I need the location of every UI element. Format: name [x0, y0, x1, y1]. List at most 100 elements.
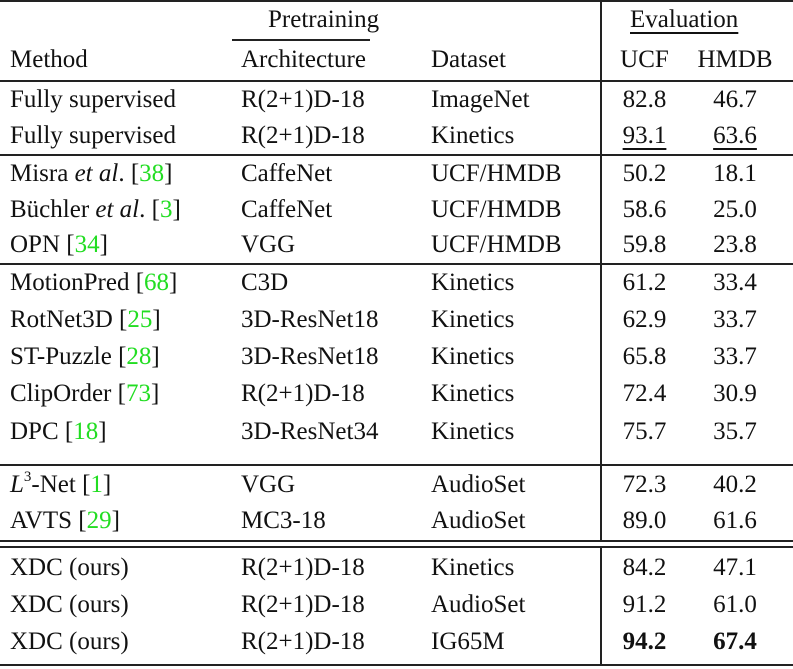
citation-link[interactable]: 34	[74, 231, 100, 258]
method-cell: XDC (ours)	[10, 628, 129, 655]
column-header-hmdb: HMDB	[697, 46, 773, 73]
citation-link[interactable]: 68	[144, 269, 170, 296]
table-row: XDC (ours) R(2+1)D-18 Kinetics 84.2 47.1	[0, 550, 793, 586]
dataset-cell: Kinetics	[431, 418, 515, 445]
dataset-cell: Kinetics	[431, 343, 515, 370]
group-rule-1	[0, 154, 793, 156]
table-row: Büchler et al. [3] CaffeNet UCF/HMDB 58.…	[0, 192, 793, 228]
citation-link[interactable]: 25	[127, 306, 153, 333]
pretraining-group-header: Pretraining	[268, 6, 380, 33]
column-header-row: Method Architecture Dataset UCF HMDB	[0, 42, 793, 78]
bottom-rule	[0, 664, 793, 666]
architecture-cell: VGG	[241, 231, 296, 258]
table-row: MotionPred [68] C3D Kinetics 61.2 33.4	[0, 265, 793, 301]
table-row: OPN [34] VGG UCF/HMDB 59.8 23.8	[0, 227, 793, 263]
dataset-cell: Kinetics	[431, 122, 515, 149]
citation-link[interactable]: 18	[73, 418, 99, 445]
hmdb-cell: 33.7	[713, 306, 757, 333]
method-cell: Fully supervised	[10, 86, 176, 113]
architecture-cell: C3D	[241, 269, 289, 296]
ucf-cell: 72.3	[622, 471, 667, 498]
group-rule-2	[0, 263, 793, 265]
citation-link[interactable]: 29	[86, 507, 112, 534]
citation-link[interactable]: 73	[125, 380, 151, 407]
dataset-cell: AudioSet	[431, 471, 526, 498]
ucf-cell: 50.2	[622, 160, 667, 187]
top-rule	[0, 0, 793, 2]
ucf-cell: 61.2	[622, 269, 667, 296]
table-row: ST-Puzzle [28] 3D-ResNet18 Kinetics 65.8…	[0, 339, 793, 375]
architecture-cell: MC3-18	[241, 507, 326, 534]
ucf-cell: 62.9	[622, 306, 667, 333]
method-cell: Büchler et al. [3]	[10, 196, 181, 223]
hmdb-cell: 30.9	[713, 380, 757, 407]
ucf-cell-underlined: 93.1	[622, 122, 667, 149]
dataset-cell: Kinetics	[431, 554, 515, 581]
ucf-cell: 58.6	[622, 196, 667, 223]
dataset-cell: UCF/HMDB	[431, 196, 562, 223]
hmdb-cell: 61.0	[713, 591, 757, 618]
citation-link[interactable]: 1	[90, 471, 103, 498]
ucf-cell-best: 94.2	[622, 628, 667, 655]
table-row: XDC (ours) R(2+1)D-18 AudioSet 91.2 61.0	[0, 587, 793, 623]
dataset-cell: AudioSet	[431, 507, 526, 534]
citation-link[interactable]: 28	[126, 343, 152, 370]
architecture-cell: CaffeNet	[241, 160, 333, 187]
hmdb-cell: 25.0	[713, 196, 757, 223]
method-cell: Misra et al. [38]	[10, 160, 173, 187]
architecture-cell: 3D-ResNet18	[241, 306, 379, 333]
ucf-cell: 72.4	[622, 380, 667, 407]
ucf-cell: 65.8	[622, 343, 667, 370]
dataset-cell: UCF/HMDB	[431, 160, 562, 187]
architecture-cell: 3D-ResNet18	[241, 343, 379, 370]
dataset-cell: IG65M	[431, 628, 505, 655]
hmdb-cell: 47.1	[713, 554, 757, 581]
evaluation-group-header: Evaluation	[630, 6, 739, 33]
double-rule-upper	[0, 540, 793, 542]
table-row: DPC [18] 3D-ResNet34 Kinetics 75.7 35.7	[0, 414, 793, 450]
ucf-cell: 82.8	[622, 86, 667, 113]
dataset-cell: UCF/HMDB	[431, 231, 562, 258]
table-row: Fully supervised R(2+1)D-18 Kinetics 93.…	[0, 118, 793, 154]
method-cell: RotNet3D [25]	[10, 306, 161, 333]
architecture-cell: VGG	[241, 471, 296, 498]
table-row: XDC (ours) R(2+1)D-18 IG65M 94.2 67.4	[0, 624, 793, 660]
dataset-cell: Kinetics	[431, 306, 515, 333]
method-cell: ClipOrder [73]	[10, 380, 160, 407]
ucf-cell: 84.2	[622, 554, 667, 581]
method-cell: XDC (ours)	[10, 554, 129, 581]
dataset-cell: Kinetics	[431, 269, 515, 296]
dataset-cell: AudioSet	[431, 591, 526, 618]
hmdb-cell-best: 67.4	[713, 628, 757, 655]
column-header-method: Method	[10, 46, 88, 73]
architecture-cell: R(2+1)D-18	[241, 591, 365, 618]
method-cell: ST-Puzzle [28]	[10, 343, 160, 370]
architecture-cell: R(2+1)D-18	[241, 628, 365, 655]
architecture-cell: CaffeNet	[241, 196, 333, 223]
hmdb-cell: 46.7	[713, 86, 757, 113]
hmdb-cell: 33.4	[713, 269, 757, 296]
table-row: Misra et al. [38] CaffeNet UCF/HMDB 50.2…	[0, 156, 793, 192]
hmdb-cell: 18.1	[713, 160, 757, 187]
architecture-cell: R(2+1)D-18	[241, 122, 365, 149]
table-row: L3-Net [1] VGG AudioSet 72.3 40.2	[0, 467, 793, 503]
method-cell: Fully supervised	[10, 122, 176, 149]
table-row: RotNet3D [25] 3D-ResNet18 Kinetics 62.9 …	[0, 302, 793, 338]
evaluation-divider-lower	[600, 546, 602, 666]
hmdb-cell: 61.6	[713, 507, 757, 534]
ucf-cell: 89.0	[622, 507, 667, 534]
citation-link[interactable]: 38	[139, 160, 165, 187]
hmdb-cell: 35.7	[713, 418, 757, 445]
group-rule-3	[0, 464, 793, 466]
ucf-cell: 75.7	[622, 418, 667, 445]
method-cell: AVTS [29]	[10, 507, 120, 534]
double-rule-lower	[0, 546, 793, 548]
pretraining-underline	[232, 39, 370, 41]
architecture-cell: R(2+1)D-18	[241, 380, 365, 407]
table-row: Fully supervised R(2+1)D-18 ImageNet 82.…	[0, 82, 793, 118]
hmdb-cell-underlined: 63.6	[713, 122, 757, 149]
citation-link[interactable]: 3	[159, 196, 173, 223]
dataset-cell: ImageNet	[431, 86, 530, 113]
header-rule	[0, 80, 793, 82]
method-cell: MotionPred [68]	[10, 269, 178, 296]
